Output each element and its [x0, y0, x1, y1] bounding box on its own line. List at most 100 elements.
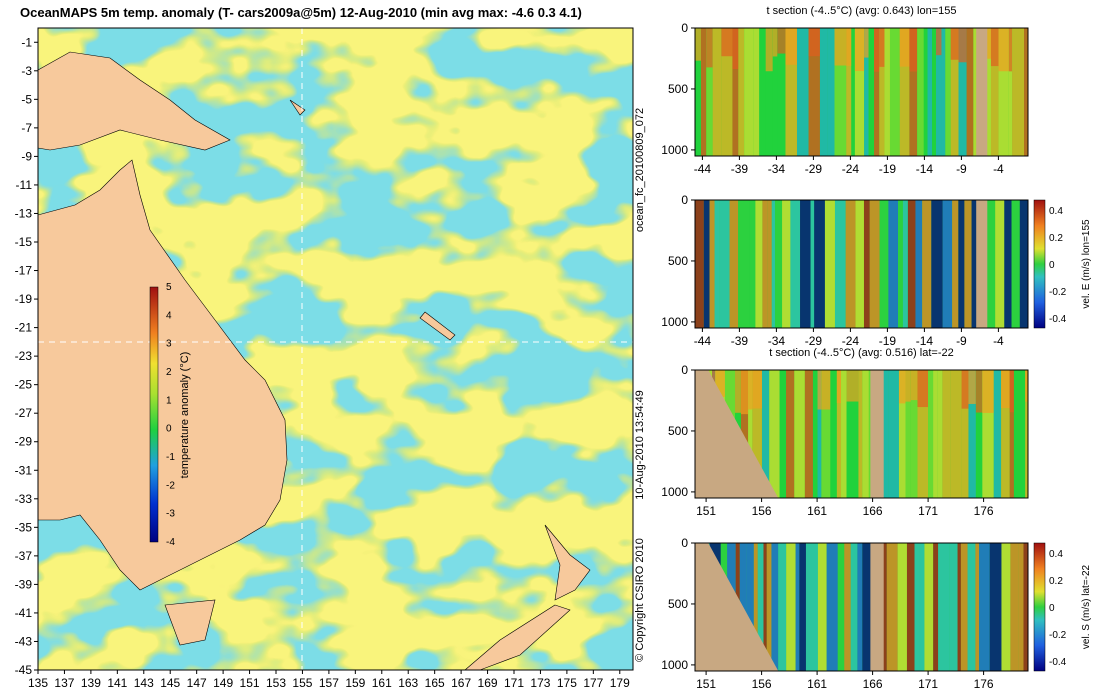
- section-stripe: [817, 370, 822, 498]
- panel-y-tick-label: 500: [668, 424, 688, 438]
- map-colorbar-tick-label: -3: [166, 509, 175, 520]
- map-lat-tick-label: -27: [15, 406, 33, 420]
- section-surface-patch: [765, 28, 773, 72]
- panel-colorbar-label: vel. E (m/s) lon=155: [1081, 219, 1092, 309]
- panel-frame: [694, 27, 1029, 157]
- map-lon-tick-label: 169: [478, 676, 498, 690]
- section-stripe: [950, 28, 959, 156]
- section-stripe: [740, 370, 749, 498]
- panel-y-tick-label: 500: [668, 597, 688, 611]
- section-stripe: [902, 200, 908, 328]
- section-stripe: [844, 543, 851, 671]
- section-surface-patch: [909, 28, 918, 72]
- section-stripe: [964, 200, 972, 328]
- section-surface-patch: [836, 370, 842, 404]
- panel-x-tick-label: -29: [805, 162, 823, 176]
- section-stripe: [993, 370, 1002, 498]
- section-stripe: [1008, 28, 1013, 156]
- section-surface-patch: [817, 370, 822, 410]
- section-surface-patch: [721, 28, 733, 57]
- panel-x-tick-label: 171: [918, 677, 938, 691]
- section-surface-patch: [982, 370, 994, 413]
- section-stripe: [932, 28, 937, 156]
- map-lon-tick-label: 137: [54, 676, 74, 690]
- section-stripe: [748, 370, 753, 498]
- map-lat-tick-label: -39: [15, 577, 33, 591]
- section-stripe: [855, 200, 864, 328]
- section-stripe: [765, 28, 773, 156]
- section-surface-patch: [740, 370, 749, 415]
- section-stripe: [775, 200, 783, 328]
- section-stripe: [864, 28, 869, 156]
- map-lon-tick-label: 143: [134, 676, 154, 690]
- map-lon-tick-label: 177: [583, 676, 603, 690]
- section-stripe: [857, 543, 863, 671]
- section-stripe: [995, 200, 1005, 328]
- section-stripe: [804, 370, 813, 498]
- map-colorbar-tick-label: 4: [166, 310, 172, 321]
- section-stripe: [1013, 370, 1026, 498]
- panel-x-tick-label: 156: [752, 504, 772, 518]
- panel-x-tick-label: -39: [731, 162, 749, 176]
- panel-colorbar-tick-label: 0.4: [1049, 549, 1063, 560]
- map-lat-tick-label: -37: [15, 549, 33, 563]
- copyright-label: © Copyright CSIRO 2010: [634, 538, 646, 662]
- section-stripe: [909, 28, 918, 156]
- section-stripe: [824, 200, 835, 328]
- new-caledonia: [419, 311, 456, 341]
- section-stripe: [846, 28, 852, 156]
- panel-vel-s-lat: 151 156 161 166 171 176 0 500 1000 0.4 0.2 0 -0.2 -0.…: [661, 536, 1092, 691]
- section-stripe: [778, 543, 787, 671]
- section-stripe: [1024, 28, 1028, 156]
- map-lat-tick-label: -1: [21, 35, 32, 49]
- section-stripe: [695, 28, 701, 156]
- section-stripe: [1010, 543, 1019, 671]
- section-stripe: [800, 200, 811, 328]
- panel-x-tick-label: -9: [956, 334, 967, 348]
- section-stripe: [1025, 370, 1028, 498]
- section-stripe: [700, 28, 707, 156]
- section-stripe: [721, 28, 733, 156]
- section-stripe: [841, 370, 847, 498]
- section-stripe: [975, 370, 983, 498]
- map-lon-tick-label: 151: [240, 676, 260, 690]
- section-land-block: [976, 28, 988, 156]
- section-stripe: [952, 200, 959, 328]
- map-lat-tick-label: -5: [21, 92, 32, 106]
- section-surface-patch: [1008, 28, 1013, 72]
- section-stripe: [845, 200, 856, 328]
- section-stripe: [744, 28, 754, 156]
- panel-x-tick-label: -39: [731, 334, 749, 348]
- section-surface-patch: [785, 28, 797, 65]
- section-stripe: [884, 28, 890, 156]
- section-stripe: [846, 370, 859, 498]
- panel-x-tick-label: 156: [752, 677, 772, 691]
- map-colorbar-ticks: 5 4 3 2 1 0 -1 -2 -3 -4: [166, 282, 175, 548]
- map-colorbar-ramp: [149, 286, 159, 543]
- panel-colorbar-tick-label: 0.4: [1049, 206, 1063, 217]
- section-stripe: [990, 28, 999, 156]
- panel-x-tick-label: -4: [993, 334, 1004, 348]
- panel-colorbar-label: vel. S (m/s) lat=-22: [1081, 564, 1092, 649]
- section-stripe: [989, 543, 1002, 671]
- map-lon-tick-label: 145: [160, 676, 180, 690]
- section-stripe: [931, 200, 943, 328]
- section-stripe: [967, 543, 976, 671]
- map-lat-tick-label: -15: [15, 235, 33, 249]
- section-surface-patch: [752, 370, 762, 409]
- section-surface-patch: [748, 370, 753, 410]
- panel-x-tick-label: 166: [863, 504, 883, 518]
- section-stripe: [799, 543, 806, 671]
- panel-frame: [694, 542, 1029, 672]
- map-lat-tick-label: -3: [21, 64, 32, 78]
- map-lat-ticks: -1 -3 -5 -7 -9 -11 -13 -15 -17 -19 -21 -23 -25 -27 -29…: [15, 35, 38, 677]
- section-stripe: [862, 370, 869, 498]
- map-colorbar-label: temperature anomaly (°C): [179, 352, 191, 479]
- section-stripe: [738, 28, 745, 156]
- map-lon-tick-label: 141: [107, 676, 127, 690]
- panel-title: t section (-4..5°C) (avg: 0.516) lat=-22: [769, 347, 953, 359]
- section-stripe: [942, 200, 953, 328]
- section-stripe: [817, 543, 827, 671]
- section-surface-patch: [854, 28, 865, 72]
- section-stripe: [979, 543, 990, 671]
